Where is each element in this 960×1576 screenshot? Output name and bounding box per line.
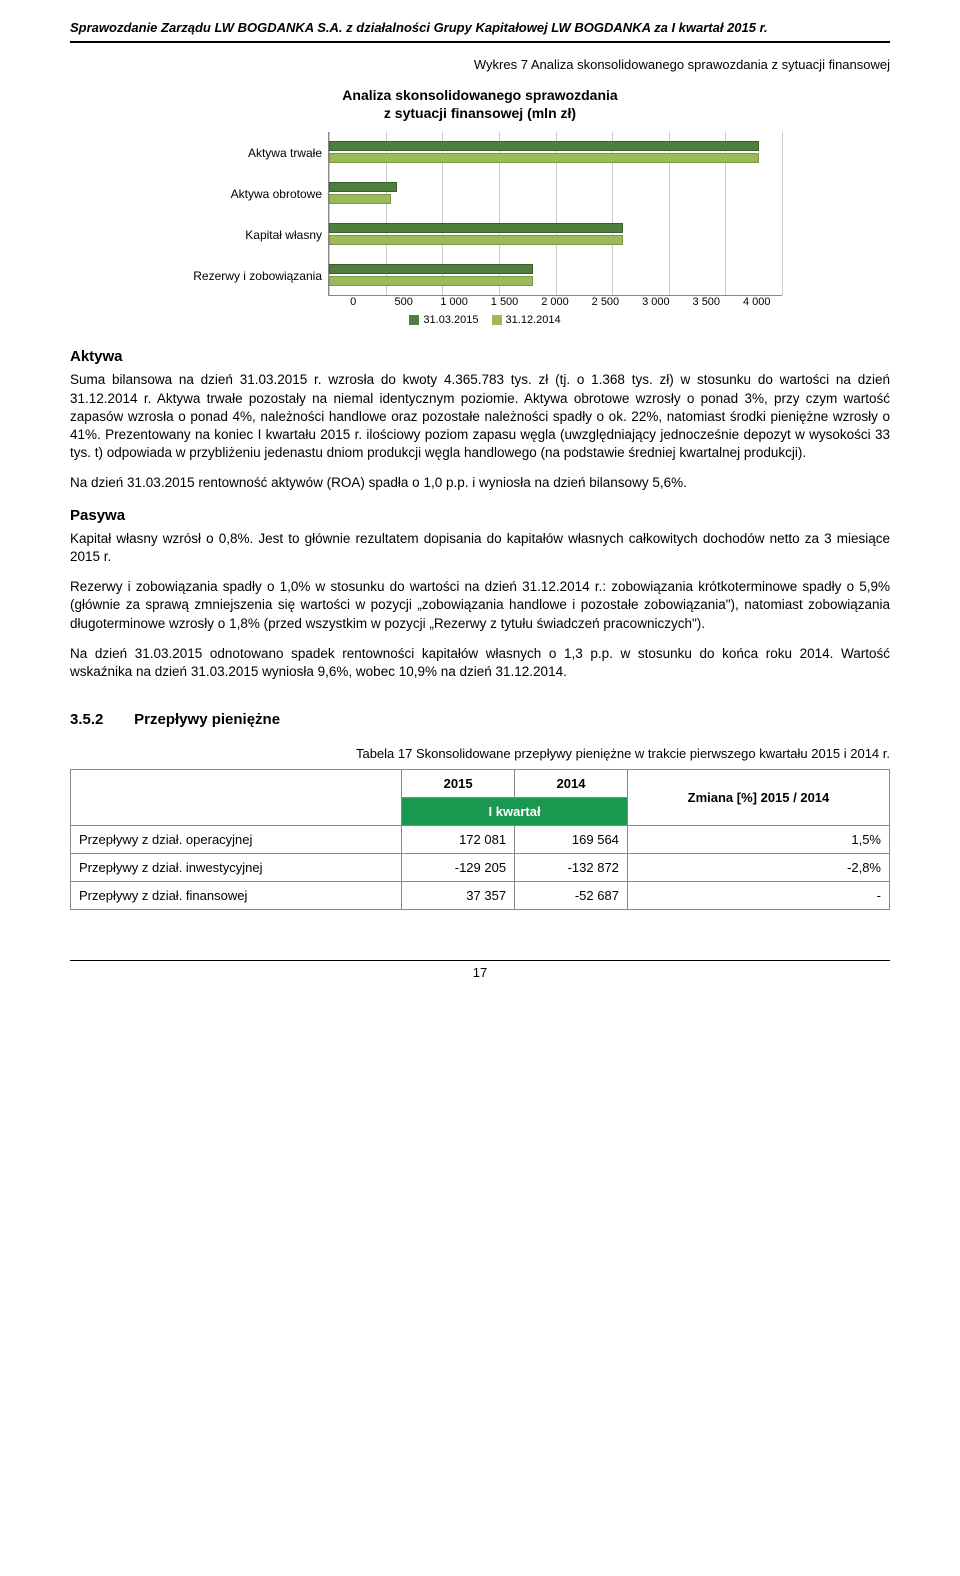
section-352: 3.5.2 Przepływy pieniężne [70, 711, 890, 728]
legend-label-2: 31.12.2014 [506, 314, 561, 326]
th-quarter: I kwartał [402, 798, 628, 826]
cell-v1: 37 357 [402, 882, 515, 910]
footer-rule [70, 960, 890, 961]
chart-title-line2: z sytuacji finansowej (mln zł) [384, 105, 576, 121]
cell-label: Przepływy z dział. operacyjnej [71, 826, 402, 854]
ylabel-3: Rezerwy i zobowiązania [178, 257, 322, 295]
chart-legend: 31.03.2015 31.12.2014 [178, 314, 782, 326]
cell-v1: -129 205 [402, 854, 515, 882]
th-change: Zmiana [%] 2015 / 2014 [627, 770, 889, 826]
ylabel-0: Aktywa trwałe [178, 134, 322, 172]
ylabel-1: Aktywa obrotowe [178, 175, 322, 213]
th-blank [71, 770, 402, 826]
legend-swatch-1 [409, 315, 419, 325]
header-rule [70, 41, 890, 43]
cell-chg: - [627, 882, 889, 910]
section-pasywa: Pasywa [70, 507, 890, 524]
para-4: Rezerwy i zobowiązania spadły o 1,0% w s… [70, 578, 890, 633]
cell-chg: 1,5% [627, 826, 889, 854]
table-caption: Tabela 17 Skonsolidowane przepływy pieni… [70, 746, 890, 761]
chart-title-line1: Analiza skonsolidowanego sprawozdania [342, 87, 617, 103]
table-body: Przepływy z dział. operacyjnej172 081169… [71, 826, 890, 910]
section-number: 3.5.2 [70, 711, 130, 728]
th-2014: 2014 [515, 770, 628, 798]
page: Sprawozdanie Zarządu LW BOGDANKA S.A. z … [0, 0, 960, 1010]
legend-label-1: 31.03.2015 [423, 314, 478, 326]
table-head-row1: 2015 2014 Zmiana [%] 2015 / 2014 [71, 770, 890, 798]
page-number: 17 [70, 965, 890, 980]
table-row: Przepływy z dział. operacyjnej172 081169… [71, 826, 890, 854]
cell-label: Przepływy z dział. finansowej [71, 882, 402, 910]
cell-v2: 169 564 [515, 826, 628, 854]
chart-container: Analiza skonsolidowanego sprawozdania z … [170, 80, 790, 330]
chart-plot [328, 132, 782, 296]
chart-title: Analiza skonsolidowanego sprawozdania z … [178, 86, 782, 122]
figure-caption: Wykres 7 Analiza skonsolidowanego sprawo… [70, 57, 890, 72]
ylabel-2: Kapitał własny [178, 216, 322, 254]
section-aktywa: Aktywa [70, 348, 890, 365]
th-2015: 2015 [402, 770, 515, 798]
running-header: Sprawozdanie Zarządu LW BOGDANKA S.A. z … [70, 20, 890, 35]
cashflow-table: 2015 2014 Zmiana [%] 2015 / 2014 I kwart… [70, 769, 890, 910]
cell-chg: -2,8% [627, 854, 889, 882]
cell-label: Przepływy z dział. inwestycyjnej [71, 854, 402, 882]
table-row: Przepływy z dział. finansowej37 357-52 6… [71, 882, 890, 910]
cell-v2: -52 687 [515, 882, 628, 910]
para-5: Na dzień 31.03.2015 odnotowano spadek re… [70, 645, 890, 681]
para-3: Kapitał własny wzrósł o 0,8%. Jest to gł… [70, 530, 890, 566]
legend-swatch-2 [492, 315, 502, 325]
chart-xaxis: 05001 0001 5002 0002 5003 0003 5004 000 [328, 296, 782, 308]
chart-ylabels: Aktywa trwałe Aktywa obrotowe Kapitał wł… [178, 132, 328, 296]
section-title: Przepływy pieniężne [134, 711, 280, 728]
para-2: Na dzień 31.03.2015 rentowność aktywów (… [70, 474, 890, 492]
cell-v1: 172 081 [402, 826, 515, 854]
chart-body: Aktywa trwałe Aktywa obrotowe Kapitał wł… [178, 132, 782, 296]
para-1: Suma bilansowa na dzień 31.03.2015 r. wz… [70, 371, 890, 462]
page-footer: 17 [70, 960, 890, 980]
cell-v2: -132 872 [515, 854, 628, 882]
table-row: Przepływy z dział. inwestycyjnej-129 205… [71, 854, 890, 882]
